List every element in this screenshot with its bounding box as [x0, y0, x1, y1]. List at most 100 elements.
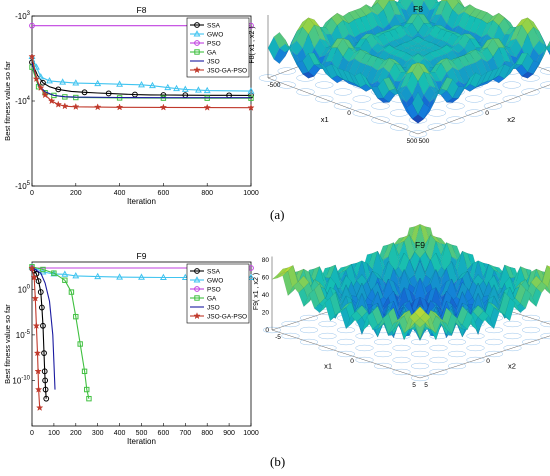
- series-marker: [43, 395, 50, 402]
- series-marker: [35, 403, 44, 411]
- contour-ring: [352, 95, 371, 103]
- series-marker: [173, 84, 180, 92]
- legend-marker: [193, 312, 201, 320]
- series-marker: [94, 79, 102, 87]
- series-marker: [72, 272, 80, 279]
- contour-ring: [540, 320, 550, 328]
- series-marker: [132, 91, 138, 98]
- contour-ring: [447, 338, 467, 346]
- contour-ring: [540, 67, 550, 75]
- legend-marker: [194, 295, 200, 301]
- x-tick-label: 400: [114, 430, 126, 437]
- chart-title: F8: [137, 5, 147, 15]
- legend-marker: [193, 276, 201, 283]
- contour-ring: [503, 320, 522, 328]
- x-tick-label: 800: [201, 190, 213, 197]
- contour-ring: [483, 88, 503, 96]
- x-tick-label: 600: [158, 190, 170, 197]
- contour-ring: [540, 81, 550, 89]
- contour-ring: [427, 109, 446, 117]
- y-tick-label: -105: [15, 181, 31, 191]
- contour-ring: [299, 338, 319, 346]
- x2-tick-label: 5: [412, 382, 416, 389]
- y-tick-label: 10-10: [12, 375, 30, 385]
- z-tick-label: 80: [262, 257, 270, 264]
- contour-ring: [277, 81, 296, 89]
- x1-axis-label: x1: [321, 115, 329, 124]
- series-marker: [203, 103, 211, 111]
- contour-ring: [429, 356, 448, 364]
- x1-tick-label: 5: [424, 382, 428, 389]
- legend-label: GA: [207, 296, 217, 303]
- contour-ring: [392, 356, 411, 364]
- contour-ring: [521, 326, 541, 334]
- convergence-plot-f9: F9 Iteration Best fitness value so far 0 100…: [3, 251, 259, 446]
- series-marker: [29, 22, 35, 29]
- series-marker: [61, 102, 69, 110]
- legend-label: JSO-GA-PSO: [207, 314, 247, 321]
- series-marker: [28, 52, 36, 60]
- legend-label: SSA: [207, 23, 221, 30]
- series-marker: [86, 395, 92, 402]
- series-marker: [31, 294, 40, 302]
- series-marker: [181, 273, 189, 280]
- series-marker: [32, 63, 40, 70]
- z-tick-label: 40: [262, 292, 270, 299]
- contour-ring: [333, 102, 353, 110]
- contour-ring: [373, 350, 393, 358]
- contour-ring: [466, 344, 485, 352]
- series-marker: [181, 85, 189, 92]
- contour-ring: [355, 344, 374, 352]
- contour-ring: [333, 88, 353, 96]
- x-tick-label: 1000: [243, 430, 259, 437]
- series-marker: [84, 386, 90, 393]
- series-marker: [46, 77, 53, 84]
- x1-tick-label: 0: [347, 110, 351, 117]
- contour-ring: [447, 362, 467, 370]
- series-marker: [32, 74, 41, 83]
- contour-ring: [410, 350, 430, 358]
- contour-ring: [466, 356, 485, 364]
- series-marker: [51, 270, 57, 276]
- contour-ring: [371, 116, 390, 124]
- y-tick-label: -103: [15, 11, 31, 21]
- panel-label-a: (a): [270, 207, 285, 222]
- series-marker: [68, 289, 75, 295]
- legend-label: GA: [207, 50, 217, 57]
- z-tick-label: 60: [262, 275, 270, 282]
- contour-ring: [410, 374, 430, 382]
- series-marker: [247, 87, 255, 94]
- contour-ring: [502, 81, 521, 89]
- x1-tick-label: 0: [350, 358, 354, 365]
- x-tick-label: 0: [30, 190, 34, 197]
- y-axis-label: Best fitness value so far: [3, 304, 12, 384]
- series-marker: [164, 83, 172, 91]
- series-line-jso: [31, 267, 56, 390]
- contour-ring: [503, 344, 522, 352]
- series-marker: [30, 273, 38, 281]
- x2-tick-label: 0: [486, 358, 490, 365]
- surface-title: F8: [413, 4, 423, 14]
- contour-ring: [502, 95, 521, 103]
- contour-ring: [540, 332, 550, 340]
- contour-ring: [355, 332, 374, 340]
- x1-tick-label: 500: [419, 138, 430, 145]
- legend-marker: [194, 40, 200, 46]
- surface-title: F9: [415, 240, 425, 250]
- series-marker: [40, 79, 46, 86]
- contour-ring: [315, 95, 334, 103]
- x-tick-label: 800: [201, 430, 213, 437]
- surface-patch: [412, 91, 424, 115]
- x-axis-label: Iteration: [127, 197, 156, 206]
- series-marker: [115, 103, 124, 111]
- series-marker: [149, 81, 156, 89]
- y-axis-label: Best fitness value so far: [3, 61, 12, 141]
- x-tick-label: 500: [136, 430, 148, 437]
- x1-axis-label: x1: [324, 361, 332, 370]
- x1-tick-label: -5: [275, 334, 281, 341]
- x2-axis-label: x2: [507, 115, 515, 124]
- contour-ring: [336, 350, 356, 358]
